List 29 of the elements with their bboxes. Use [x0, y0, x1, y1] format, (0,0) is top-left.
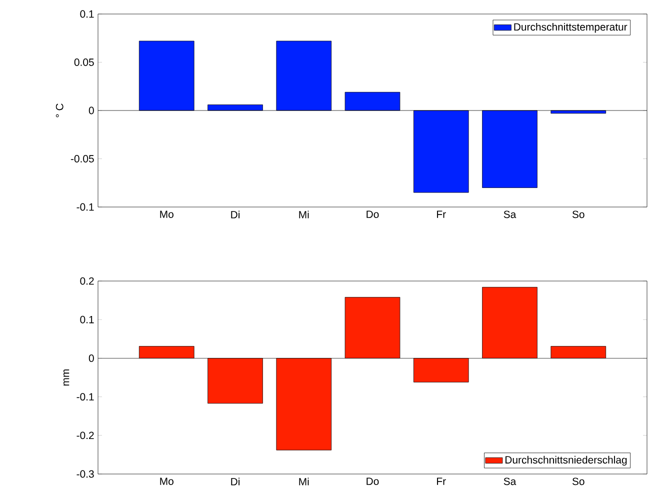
y-tick-label: 0.1 — [80, 316, 94, 324]
x-tick-label: Do — [366, 478, 379, 485]
y-tick-label: -0.05 — [70, 155, 94, 162]
x-tick-label: Fr — [437, 478, 446, 485]
x-tick-label: Fr — [437, 210, 446, 218]
x-tick-label: Mi — [299, 478, 309, 486]
x-tick-label: So — [572, 478, 584, 486]
x-tick-label: Di — [231, 478, 240, 486]
y-tick-label: 0.05 — [74, 58, 94, 66]
legend-label: Durchschnittstemperatur — [514, 22, 628, 33]
y-tick-label: 0 — [88, 106, 94, 114]
x-tick-label: Sa — [504, 210, 516, 218]
x-tick-label: Mo — [160, 478, 174, 485]
x-tick-label: Mo — [160, 210, 174, 218]
y-tick-label: 0.2 — [80, 277, 94, 285]
y-tick-label: -0.3 — [76, 470, 94, 478]
y-axis-title: mm — [63, 369, 70, 386]
legend-label: Durchschnittsniederschlag — [506, 456, 627, 466]
x-tick-label: Sa — [504, 478, 516, 486]
y-tick-label: 0 — [88, 354, 94, 362]
x-tick-label: So — [572, 210, 584, 218]
y-tick-label: 0.1 — [80, 10, 94, 18]
y-axis-title: ° C — [56, 104, 64, 118]
x-tick-label: Do — [366, 210, 379, 218]
y-tick-label: -0.1 — [76, 393, 94, 401]
y-tick-label: -0.1 — [76, 203, 94, 211]
x-tick-label: Di — [231, 210, 240, 218]
x-tick-label: Mi — [299, 210, 309, 218]
y-tick-label: -0.2 — [76, 432, 94, 440]
